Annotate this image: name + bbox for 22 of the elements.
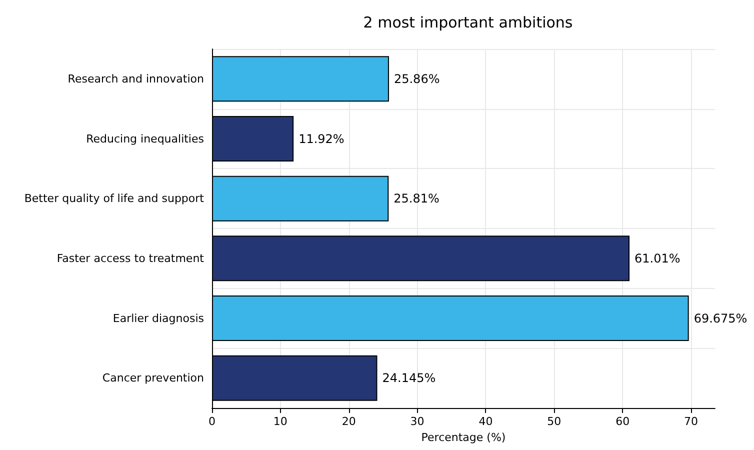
x-tick-label: 70 bbox=[684, 415, 698, 428]
data-label: 11.92% bbox=[298, 132, 344, 146]
data-label: 61.01% bbox=[634, 251, 680, 266]
x-tick-label: 10 bbox=[273, 415, 288, 428]
data-label: 25.81% bbox=[394, 192, 440, 206]
y-tick-label: Research and innovation bbox=[68, 72, 204, 86]
x-tick-label: 50 bbox=[547, 415, 562, 428]
data-label: 69.675% bbox=[694, 311, 748, 326]
y-tick-label: Reducing inequalities bbox=[86, 132, 204, 146]
chart-title: 2 most important ambitions bbox=[363, 14, 573, 32]
y-tick-label: Earlier diagnosis bbox=[112, 312, 204, 325]
y-tick-label: Better quality of life and support bbox=[24, 192, 205, 206]
data-label: 25.86% bbox=[394, 72, 440, 86]
x-tick-label: 40 bbox=[478, 415, 493, 428]
x-tick-label: 20 bbox=[342, 415, 356, 428]
x-axis-title: Percentage (%) bbox=[421, 430, 506, 444]
y-tick-label: Faster access to treatment bbox=[56, 252, 205, 265]
x-tick-label: 60 bbox=[616, 415, 630, 428]
x-tick-label: 30 bbox=[410, 415, 424, 428]
data-label: 24.145% bbox=[382, 371, 436, 386]
y-tick-label: Cancer prevention bbox=[102, 372, 204, 385]
x-tick-label: 0 bbox=[208, 415, 216, 428]
